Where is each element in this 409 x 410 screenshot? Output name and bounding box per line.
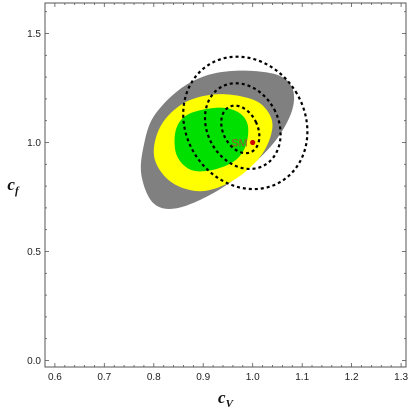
plot-frame [44,2,407,368]
x-tick-label: 0.8 [147,372,161,383]
data-points: SM [231,138,256,150]
x-tick-label: 1.2 [345,372,359,383]
x-tick-label: 0.7 [97,372,111,383]
dashed-contour-1 [182,55,309,191]
dashed-contour-3 [220,104,261,155]
y-tick-label: 0.5 [27,247,41,258]
x-tick-label: 1.0 [246,372,260,383]
inner-region [174,107,249,172]
y-axis-label: cf [7,175,20,197]
x-tick-label: 0.6 [48,372,62,383]
x-tick-label: 1.1 [295,372,309,383]
y-tick-label: 0.0 [27,356,41,367]
y-tick-label: 1.0 [27,138,41,149]
sm-point [250,139,256,146]
x-tick-label: 0.9 [196,372,210,383]
sm-point-label: SM [231,138,248,150]
filled-regions [140,70,295,209]
x-tick-label: 1.3 [394,372,408,383]
x-axis-label: cV [218,388,235,410]
y-tick-label: 1.5 [27,29,41,40]
dashed-contours [182,55,309,191]
y-axis-ticks: 0.0 0.5 1.0 1.5 [27,11,406,367]
dashed-contour-2 [203,82,282,171]
x-axis-ticks: 0.6 0.7 0.8 0.9 1.0 1.1 1.2 1.3 [44,3,408,383]
